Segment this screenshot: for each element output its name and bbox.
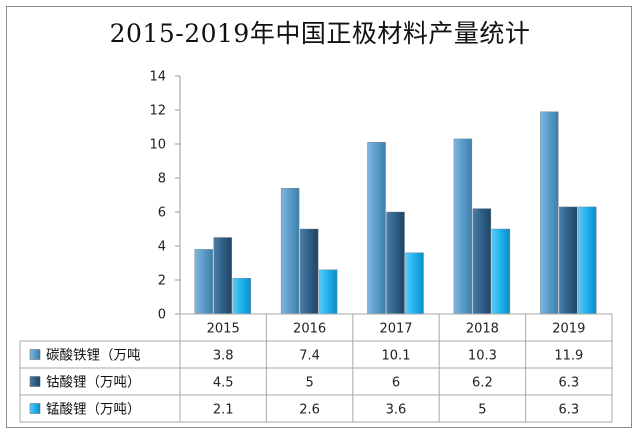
x-category-label: 2016 xyxy=(293,322,326,337)
bar xyxy=(559,206,578,315)
bar xyxy=(280,187,300,315)
legend-label: 钴酸锂（万吨） xyxy=(46,375,141,391)
x-category-label: 2018 xyxy=(466,322,499,337)
bar xyxy=(232,278,251,315)
bar xyxy=(405,252,424,315)
bar xyxy=(318,269,338,315)
data-table-value: 2.1 xyxy=(213,403,234,418)
legend-label: 锰酸锂（万吨） xyxy=(46,402,141,418)
data-table-value: 6 xyxy=(392,376,400,391)
legend-swatch xyxy=(29,349,41,360)
data-table-value: 7.4 xyxy=(299,349,320,364)
legend-label: 碳酸铁锂（万吨 xyxy=(46,348,141,364)
y-tick-label: 10 xyxy=(149,138,166,153)
data-table-value: 6.3 xyxy=(558,376,579,391)
bar xyxy=(386,211,405,315)
bar xyxy=(491,228,511,315)
chart-title: 2015-2019年中国正极材料产量统计 xyxy=(109,19,531,48)
chart-frame xyxy=(6,6,632,428)
data-table-value: 4.5 xyxy=(213,376,234,391)
data-table-value: 6.2 xyxy=(472,376,493,391)
y-tick-label: 4 xyxy=(158,240,166,255)
x-category-label: 2015 xyxy=(207,322,240,337)
y-tick-label: 14 xyxy=(149,70,166,85)
y-tick-label: 8 xyxy=(158,172,166,187)
data-table-value: 6.3 xyxy=(558,403,579,418)
data-table-value: 5 xyxy=(478,403,486,418)
data-table-value: 10.3 xyxy=(468,349,497,364)
data-table-value: 3.8 xyxy=(213,349,234,364)
bar xyxy=(299,228,319,315)
bar xyxy=(453,138,473,315)
y-tick-label: 12 xyxy=(149,104,166,119)
legend-swatch xyxy=(29,376,41,387)
data-table-value: 2.6 xyxy=(299,403,320,418)
bar xyxy=(472,208,492,315)
bar xyxy=(540,111,559,315)
data-table-value: 3.6 xyxy=(386,403,407,418)
bar xyxy=(194,249,213,315)
x-category-label: 2019 xyxy=(552,322,585,337)
data-table-value: 11.9 xyxy=(554,349,583,364)
y-tick-label: 2 xyxy=(158,274,166,289)
y-tick-label: 6 xyxy=(158,206,166,221)
data-table-value: 5 xyxy=(305,376,313,391)
x-category-label: 2017 xyxy=(379,322,412,337)
bar xyxy=(213,237,232,315)
bar xyxy=(578,206,597,315)
y-tick-label: 0 xyxy=(158,308,166,323)
data-table-value: 10.1 xyxy=(382,349,411,364)
legend-swatch xyxy=(29,403,41,414)
bar xyxy=(367,142,386,315)
